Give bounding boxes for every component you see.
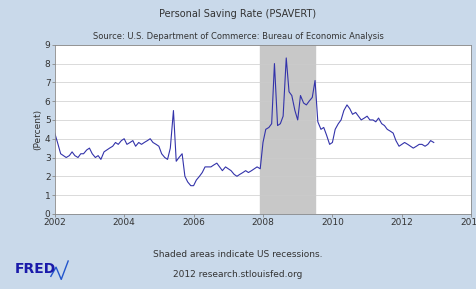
Bar: [260, 45, 315, 214]
Text: Shaded areas indicate US recessions.: Shaded areas indicate US recessions.: [153, 250, 323, 259]
Text: 2012 research.stlouisfed.org: 2012 research.stlouisfed.org: [173, 270, 303, 279]
Y-axis label: (Percent): (Percent): [33, 109, 42, 150]
Text: FRED: FRED: [14, 262, 56, 276]
Text: Source: U.S. Department of Commerce: Bureau of Economic Analysis: Source: U.S. Department of Commerce: Bur…: [92, 32, 384, 41]
Text: Personal Saving Rate (PSAVERT): Personal Saving Rate (PSAVERT): [159, 9, 317, 19]
